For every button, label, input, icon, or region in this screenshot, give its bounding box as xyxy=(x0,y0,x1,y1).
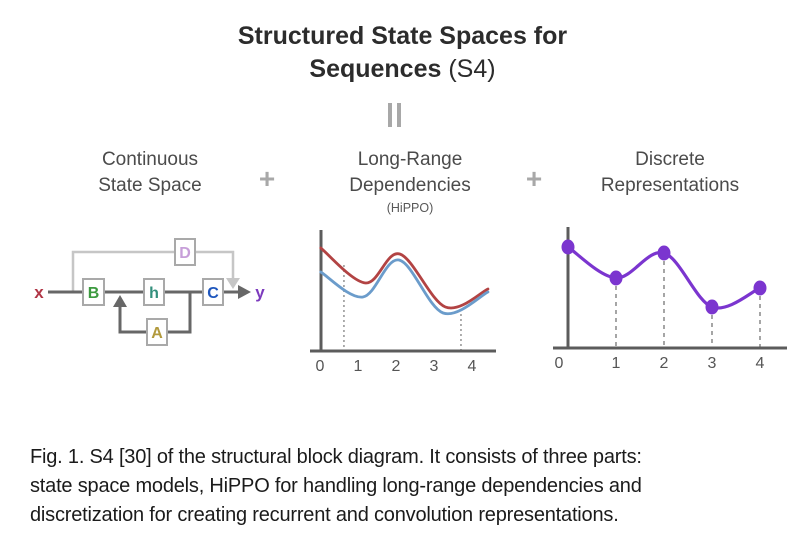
figure-title-line2-suffix: (S4) xyxy=(448,55,496,83)
block-letter-A: A xyxy=(151,325,163,342)
output-arrowhead-right xyxy=(238,285,251,299)
x-tick-label: 2 xyxy=(392,358,401,375)
block-letter-D: D xyxy=(179,245,191,262)
equals-bar-left xyxy=(388,103,392,127)
block-letter-B: B xyxy=(88,285,100,302)
heading-long-range-dependencies: Long-Range Dependencies (HiPPO) xyxy=(300,147,520,216)
red-signal-curve xyxy=(319,246,490,310)
x-tick-label: 4 xyxy=(756,355,765,372)
x-tick-label: 0 xyxy=(555,355,564,372)
equals-icon xyxy=(388,103,401,127)
x-tick-label: 3 xyxy=(430,358,439,375)
x-tick-label: 1 xyxy=(612,355,621,372)
figure-title-line1: Structured State Spaces for xyxy=(237,22,568,50)
block-letter-h: h xyxy=(149,285,159,302)
data-point-dot xyxy=(609,270,623,286)
data-point-dot xyxy=(561,239,575,255)
data-point-dot xyxy=(705,299,719,315)
state-space-block-diagram: x B h C A D y xyxy=(34,238,265,346)
block-box-A xyxy=(146,318,168,346)
blue-signal-curve xyxy=(319,258,490,316)
figure-title: Structured State Spaces for Sequences (S… xyxy=(0,20,805,86)
block-box-B xyxy=(82,278,105,306)
discrete-scatter-chart: 0 1 2 3 4 xyxy=(553,227,787,372)
heading-line: Long-Range xyxy=(357,149,463,170)
caption-line: state space models, HiPPO for handling l… xyxy=(30,475,642,497)
data-point-dot xyxy=(753,280,767,296)
x-tick-label: 4 xyxy=(468,358,477,375)
skip-connection-wire xyxy=(71,250,235,292)
plus-icon: + xyxy=(258,163,276,194)
x-tick-label: 3 xyxy=(708,355,717,372)
heading-line: Representations xyxy=(600,175,740,196)
data-point-dot xyxy=(657,245,671,261)
x-tick-label: 2 xyxy=(660,355,669,372)
x-tick-label: 0 xyxy=(316,358,325,375)
output-label-y: y xyxy=(255,283,265,302)
plus-icon: + xyxy=(525,163,543,194)
heading-line: Dependencies xyxy=(349,175,471,196)
block-letter-C: C xyxy=(207,285,219,302)
heading-line: Continuous xyxy=(101,149,199,170)
heading-subtitle-hippo: (HiPPO) xyxy=(386,201,434,215)
skip-arrowhead-down xyxy=(226,278,240,289)
heading-line: State Space xyxy=(98,175,202,196)
heading-line: Discrete xyxy=(635,149,705,170)
figure-title-line2-bold: Sequences xyxy=(309,55,442,83)
heading-continuous-state-space: Continuous State Space xyxy=(40,147,260,199)
heading-discrete-representations: Discrete Representations xyxy=(560,147,780,199)
block-box-C xyxy=(202,278,224,306)
block-box-h xyxy=(143,278,165,306)
feedback-arrowhead-up xyxy=(113,295,127,307)
block-box-D xyxy=(174,238,196,266)
caption-line: Fig. 1. S4 [30] of the structural block … xyxy=(30,446,642,468)
caption-line: discretization for creating recurrent an… xyxy=(30,504,619,526)
equals-bar-right xyxy=(397,103,401,127)
hippo-line-chart: 0 1 2 3 4 xyxy=(310,230,496,375)
figure-caption: Fig. 1. S4 [30] of the structural block … xyxy=(30,443,800,530)
figure-title-line2: Sequences (S4) xyxy=(0,53,805,86)
input-label-x: x xyxy=(34,283,44,302)
x-tick-label: 1 xyxy=(354,358,363,375)
